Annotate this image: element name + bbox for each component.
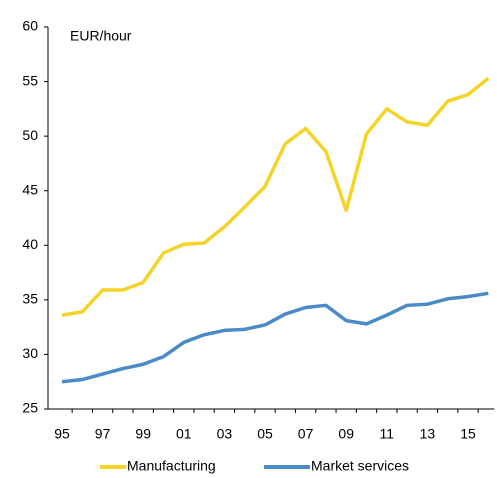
line-series xyxy=(61,291,489,384)
x-tick-label: 99 xyxy=(135,426,151,442)
x-tick-label: 03 xyxy=(217,426,233,442)
x-tick-label: 15 xyxy=(460,426,476,442)
y-tick-label: 30 xyxy=(22,345,38,361)
x-tick-label: 11 xyxy=(380,426,395,442)
x-tick-label: 07 xyxy=(298,426,314,442)
x-tick-label: 05 xyxy=(257,426,273,442)
y-tick-label: 25 xyxy=(22,400,38,416)
y-tick-label: 50 xyxy=(22,127,38,143)
line-series xyxy=(61,76,490,317)
x-tick-label: 01 xyxy=(176,426,192,442)
y-tick-label: 35 xyxy=(22,291,38,307)
y-axis-label: EUR/hour xyxy=(70,28,132,44)
y-tick-label: 55 xyxy=(22,72,38,88)
x-tick-label: 13 xyxy=(420,426,436,442)
x-tick-label: 95 xyxy=(54,426,70,442)
x-tick-label: 97 xyxy=(95,426,111,442)
legend-label: Manufacturing xyxy=(127,458,216,474)
y-tick-label: 40 xyxy=(22,236,38,252)
x-tick-label: 09 xyxy=(338,426,354,442)
legend-label: Market services xyxy=(311,458,409,474)
y-tick-label: 45 xyxy=(22,181,38,197)
y-tick-label: 60 xyxy=(22,18,38,34)
